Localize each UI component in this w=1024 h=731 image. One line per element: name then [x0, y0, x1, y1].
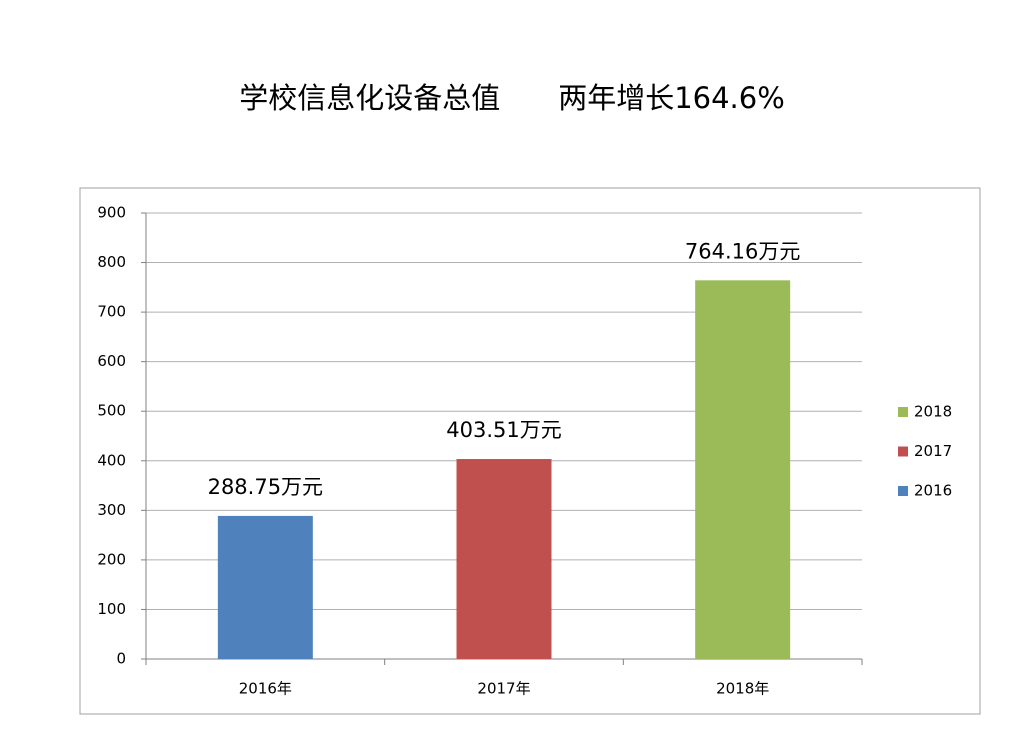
bar — [217, 515, 313, 659]
bar — [695, 280, 791, 659]
y-tick-label: 600 — [97, 352, 126, 370]
y-tick-label: 800 — [97, 253, 126, 271]
legend-swatch — [898, 446, 908, 457]
legend-label: 2018 — [914, 403, 952, 421]
y-tick-label: 400 — [97, 451, 126, 469]
y-tick-label: 900 — [97, 204, 126, 222]
y-tick-label: 200 — [97, 550, 126, 568]
chart-frame — [79, 187, 981, 715]
legend-label: 2016 — [914, 482, 952, 500]
data-label: 288.75万元 — [208, 475, 323, 499]
data-label: 403.51万元 — [446, 418, 561, 442]
x-tick-label: 2017年 — [477, 680, 530, 698]
y-tick-label: 300 — [97, 501, 126, 519]
chart-title: 学校信息化设备总值 两年增长164.6% — [239, 81, 785, 115]
bar — [456, 459, 552, 659]
data-label: 764.16万元 — [685, 239, 800, 263]
y-tick-label: 700 — [97, 303, 126, 321]
x-tick-label: 2018年 — [716, 680, 769, 698]
y-tick-label: 500 — [97, 402, 126, 420]
legend-label: 2017 — [914, 442, 952, 460]
y-tick-label: 0 — [116, 650, 126, 668]
x-tick-label: 2016年 — [239, 680, 292, 698]
y-tick-label: 100 — [97, 600, 126, 618]
legend-swatch — [898, 486, 908, 496]
legend-swatch — [898, 407, 908, 417]
